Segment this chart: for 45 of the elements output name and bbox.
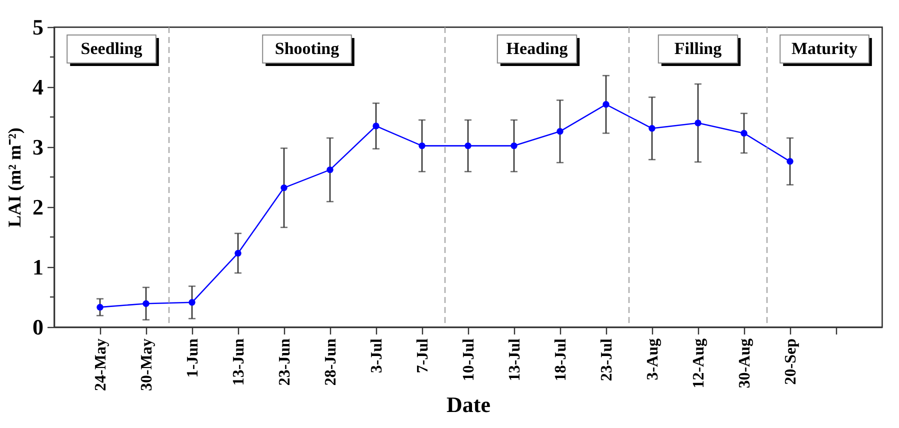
x-tick-label: 28-Jun: [322, 338, 340, 386]
point: [602, 101, 610, 108]
point: [96, 304, 104, 311]
x-tick-label: 12-Aug: [690, 338, 708, 388]
point: [372, 122, 380, 130]
y-axis-title: LAI (m² m⁻²): [4, 128, 24, 228]
annotation: Heading: [506, 39, 568, 58]
x-tick-label: 18-Jul: [552, 338, 570, 382]
point: [142, 300, 150, 307]
x-tick-label: 20-Sep: [782, 338, 800, 385]
x-tick-label: 7-Jul: [414, 338, 432, 374]
x-tick-label: 23-Jul: [598, 338, 616, 382]
y-tick-label: 1: [32, 254, 44, 280]
point: [234, 250, 242, 257]
point: [188, 299, 196, 306]
point: [510, 142, 518, 150]
x-tick-label: 23-Jun: [276, 338, 294, 386]
point: [418, 142, 426, 150]
annotation: Maturity: [791, 39, 858, 58]
x-tick-label: 24-May: [92, 338, 110, 391]
annotation: Seedling: [80, 39, 143, 58]
x-tick-label: 13-Jul: [506, 338, 524, 382]
annotation: Filling: [674, 39, 722, 58]
y-tick-label: 0: [32, 314, 44, 340]
x-axis-title: Date: [446, 392, 491, 417]
point: [648, 125, 656, 132]
point: [556, 128, 564, 135]
point: [694, 120, 702, 126]
x-tick-label: 13-Jun: [230, 338, 248, 386]
y-tick-label: 3: [32, 134, 44, 160]
y-tick-label: 4: [32, 74, 44, 100]
x-tick-label: 3-Jul: [368, 338, 386, 374]
point: [280, 184, 288, 192]
x-tick-label: 10-Jul: [460, 338, 478, 382]
x-tick-label: 3-Aug: [644, 338, 662, 380]
annotation: Shooting: [274, 39, 340, 58]
point: [464, 142, 472, 150]
point: [326, 166, 334, 174]
y-tick-label: 2: [32, 194, 44, 220]
x-tick-label: 30-Aug: [736, 338, 754, 388]
x-tick-label: 1-Jun: [184, 338, 202, 378]
point: [786, 158, 794, 165]
x-tick-label: 30-May: [138, 338, 156, 391]
point: [740, 130, 748, 137]
y-tick-label: 5: [32, 14, 44, 40]
